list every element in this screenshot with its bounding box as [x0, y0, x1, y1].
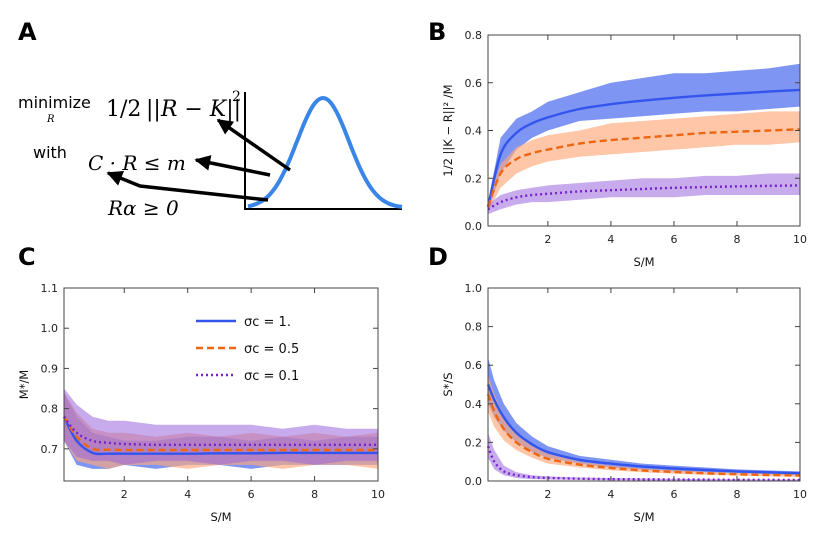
panel-b-xlabel: S/M	[633, 255, 654, 269]
panel-d-chart: 2 4 6 8 10 0.0 0.2 0.4 0.6 0.8 1.0 S/M S*/S	[441, 282, 807, 524]
panel-c-xtick-label: 8	[311, 488, 318, 501]
panel-d-ytick-label: 0.2	[465, 436, 483, 449]
panel-b-chart: 2 4 6 8 10 0.0 0.2 0.4 0.6 0.8 S/M 1/2 ||K − R||² /…	[441, 29, 807, 269]
panel-d-band-1	[488, 374, 800, 477]
panel-d-ytick-label: 0.6	[465, 359, 483, 372]
panel-d-ytick-label: 0.8	[465, 321, 483, 334]
panel-b-ytick-label: 0.0	[465, 220, 483, 233]
panel-label-b: B	[428, 18, 446, 46]
minimize-subscript: R	[46, 114, 55, 125]
panel-c-chart: 2 4 6 8 10 0.7 0.8 0.9 1.0 1.1 S/M M*/M	[17, 282, 385, 524]
panel-b-band-1	[488, 111, 800, 212]
arrow-to-constraint	[194, 155, 271, 177]
panel-b-line-2	[487, 184, 801, 211]
constraint-expression: C · R ≤ m	[88, 151, 186, 175]
panel-label-c: C	[18, 243, 36, 271]
panel-b-ytick-label: 0.6	[465, 77, 483, 90]
panel-a: minimize R 1/2 ||R − K|| 2 with C · R ≤ …	[18, 89, 403, 220]
arrow-to-nonnegativity	[106, 171, 269, 202]
panel-c-ytick-label: 0.9	[41, 362, 59, 375]
panel-b-ytick-label: 0.2	[465, 172, 483, 185]
legend-label-sigma-0-5: σc = 0.5	[244, 342, 299, 357]
panel-b-ytick-label: 0.4	[465, 125, 483, 138]
panel-b-line-1	[486, 128, 801, 208]
panel-label-d: D	[428, 243, 448, 271]
objective-fraction: 1/2	[106, 97, 141, 122]
panel-d-xlabel: S/M	[633, 510, 654, 524]
panel-b-xtick-label: 4	[607, 233, 614, 246]
panel-b-band-2	[488, 173, 800, 215]
panel-c-ytick-label: 0.8	[41, 403, 59, 416]
panel-d-line-1	[486, 393, 801, 477]
panel-c-frame	[63, 287, 379, 482]
nonnegativity-expression: Rα ≥ 0	[107, 196, 179, 220]
panel-c-line-2	[63, 415, 378, 447]
panel-b-band-0	[488, 63, 800, 212]
panel-c-xtick-label: 2	[121, 488, 128, 501]
panel-d-line-2	[486, 445, 801, 482]
panel-d-ytick-label: 0.0	[465, 475, 483, 488]
panel-d-ylabel: S*/S	[441, 372, 455, 396]
panel-c-ytick-label: 0.7	[41, 443, 59, 456]
panel-b-xtick-label: 10	[793, 233, 807, 246]
with-word: with	[33, 143, 67, 162]
panel-d-ytick-label: 0.4	[465, 398, 483, 411]
panel-d-xtick-label: 8	[733, 488, 740, 501]
panel-d-frame	[487, 287, 801, 482]
panel-c-ytick-label: 1.1	[41, 282, 59, 295]
panel-c-xtick-label: 10	[371, 488, 385, 501]
panel-c-ylabel: M*/M	[17, 370, 31, 399]
panel-c-ytick-label: 1.0	[41, 322, 59, 335]
panel-c-line-1	[62, 416, 378, 452]
legend: σc = 1. σc = 0.5 σc = 0.1	[196, 315, 299, 384]
arrow-to-objective	[216, 118, 291, 172]
panel-c-line-0	[62, 416, 378, 456]
legend-label-sigma-0-1: σc = 0.1	[244, 369, 299, 384]
panel-c-xlabel: S/M	[210, 510, 231, 524]
objective-expression: ||R − K||	[146, 97, 241, 122]
panel-d-line-0	[486, 384, 801, 475]
panel-c-xtick-label: 4	[184, 488, 191, 501]
panel-d-xtick-label: 2	[544, 488, 551, 501]
panel-c-xtick-label: 6	[248, 488, 255, 501]
panel-label-a: A	[18, 18, 37, 46]
legend-label-sigma-1: σc = 1.	[244, 315, 291, 330]
panel-b-ylabel: 1/2 ||K − R||² /M	[441, 84, 455, 176]
panel-d-xtick-label: 4	[607, 488, 614, 501]
panel-b-xtick-label: 2	[544, 233, 551, 246]
panel-b-ytick-label: 0.8	[465, 29, 483, 42]
objective-power: 2	[232, 89, 241, 105]
panel-d-ytick-label: 1.0	[465, 282, 483, 295]
bell-curve	[247, 95, 403, 209]
panel-b-line-0	[486, 88, 801, 208]
panel-b-xtick-label: 6	[670, 233, 677, 246]
minimize-word: minimize	[18, 93, 91, 112]
panel-b-xtick-label: 8	[733, 233, 740, 246]
panel-d-xtick-label: 10	[793, 488, 807, 501]
panel-d-xtick-label: 6	[670, 488, 677, 501]
